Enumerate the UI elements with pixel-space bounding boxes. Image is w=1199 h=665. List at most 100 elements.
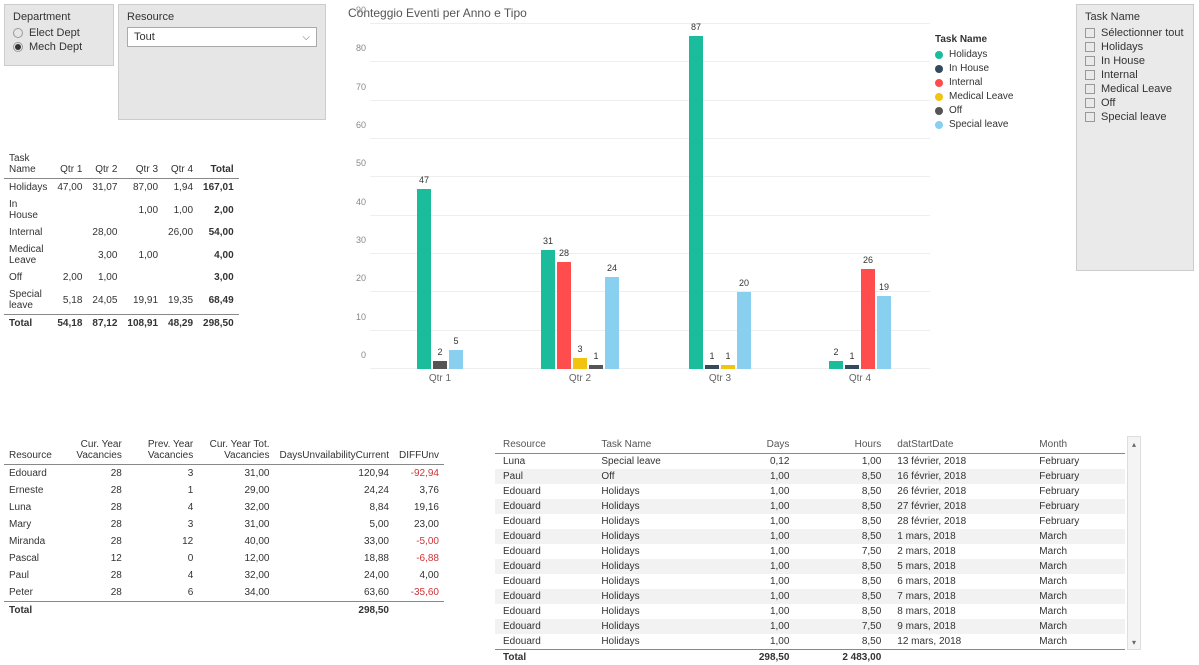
detail-cell: Edouard — [495, 604, 593, 619]
taskname-option-label: Medical Leave — [1101, 83, 1172, 95]
department-slicer-title: Department — [13, 11, 105, 23]
detail-cell: 8,50 — [797, 634, 889, 650]
legend-item[interactable]: Medical Leave — [935, 91, 1060, 102]
detail-row: EdouardHolidays1,008,5027 février, 2018F… — [495, 499, 1125, 514]
taskname-option[interactable]: Sélectionner tout — [1085, 27, 1185, 39]
detail-cell: 8 mars, 2018 — [889, 604, 1031, 619]
vac-cell: 3 — [127, 465, 198, 483]
bar-label: 1 — [845, 351, 859, 361]
bar-label: 1 — [589, 351, 603, 361]
bar[interactable]: 20 — [737, 292, 751, 369]
taskname-option[interactable]: In House — [1085, 55, 1185, 67]
detail-cell: Edouard — [495, 484, 593, 499]
vac-cell: 4 — [127, 567, 198, 584]
pivot-col-header: Qtr 1 — [52, 150, 87, 179]
scroll-down-icon[interactable]: ▾ — [1128, 635, 1140, 649]
bar[interactable]: 47 — [417, 189, 431, 369]
vac-cell: 28 — [57, 584, 127, 602]
bar[interactable]: 24 — [605, 277, 619, 369]
chevron-down-icon: ⌵ — [302, 32, 310, 43]
taskname-option-label: Special leave — [1101, 111, 1166, 123]
taskname-option[interactable]: Special leave — [1085, 111, 1185, 123]
legend-label: Holidays — [949, 49, 987, 60]
checkbox-icon — [1085, 28, 1095, 38]
vac-cell: 4 — [127, 499, 198, 516]
x-axis: Qtr 1Qtr 2Qtr 3Qtr 4 — [370, 369, 930, 389]
legend-item[interactable]: Internal — [935, 77, 1060, 88]
checkbox-icon — [1085, 42, 1095, 52]
y-tick-label: 10 — [356, 312, 366, 322]
detail-cell: Edouard — [495, 634, 593, 650]
y-tick-label: 20 — [356, 273, 366, 283]
vac-cell: 6 — [127, 584, 198, 602]
taskname-option[interactable]: Internal — [1085, 69, 1185, 81]
bar[interactable]: 3 — [573, 358, 587, 370]
detail-cell: March — [1031, 529, 1125, 544]
detail-col-header: Days — [720, 436, 798, 454]
scroll-up-icon[interactable]: ▴ — [1128, 437, 1140, 451]
bar[interactable]: 2 — [829, 361, 843, 369]
vac-cell: -5,00 — [394, 533, 444, 550]
detail-cell: February — [1031, 454, 1125, 470]
pivot-total-cell: 298,50 — [198, 315, 239, 333]
department-option[interactable]: Mech Dept — [13, 41, 105, 53]
detail-cell: 1,00 — [720, 589, 798, 604]
pivot-cell: 19,35 — [163, 286, 198, 315]
detail-cell: Special leave — [593, 454, 719, 470]
legend-label: Internal — [949, 77, 982, 88]
pivot-col-header: Qtr 3 — [122, 150, 163, 179]
quarter-group: 871120 — [650, 24, 790, 369]
resource-dropdown[interactable]: Tout ⌵ — [127, 27, 317, 47]
legend-swatch-icon — [935, 51, 943, 59]
vac-cell: -6,88 — [394, 550, 444, 567]
x-label: Qtr 4 — [790, 369, 930, 389]
bar-label: 1 — [721, 351, 735, 361]
vac-col-header: Cur. Year Tot. Vacancies — [198, 436, 274, 465]
taskname-option[interactable]: Off — [1085, 97, 1185, 109]
vac-cell: 28 — [57, 482, 127, 499]
vac-cell: Edouard — [4, 465, 57, 483]
detail-cell: 8,50 — [797, 574, 889, 589]
legend-item[interactable]: Off — [935, 105, 1060, 116]
legend-item[interactable]: Special leave — [935, 119, 1060, 130]
detail-row: EdouardHolidays1,008,5012 mars, 2018Marc… — [495, 634, 1125, 650]
legend-item[interactable]: In House — [935, 63, 1060, 74]
vac-total-row: Total298,50 — [4, 602, 444, 620]
legend-item[interactable]: Holidays — [935, 49, 1060, 60]
bar[interactable]: 28 — [557, 262, 571, 369]
legend-label: Special leave — [949, 119, 1008, 130]
y-axis: 0102030405060708090 — [340, 24, 370, 369]
vac-col-header: DaysUnvailabilityCurrent — [275, 436, 394, 465]
bar[interactable]: 19 — [877, 296, 891, 369]
detail-cell: 7 mars, 2018 — [889, 589, 1031, 604]
detail-cell — [1031, 650, 1125, 665]
department-option[interactable]: Elect Dept — [13, 27, 105, 39]
detail-col-header: Task Name — [593, 436, 719, 454]
checkbox-icon — [1085, 112, 1095, 122]
resource-selected: Tout — [134, 31, 155, 43]
detail-cell: 1,00 — [720, 499, 798, 514]
bar-label: 19 — [877, 282, 891, 292]
detail-cell: 1,00 — [720, 559, 798, 574]
detail-cell: February — [1031, 469, 1125, 484]
vac-cell: Paul — [4, 567, 57, 584]
taskname-option[interactable]: Holidays — [1085, 41, 1185, 53]
bar[interactable]: 2 — [433, 361, 447, 369]
detail-cell: 1,00 — [797, 454, 889, 470]
detail-cell: Holidays — [593, 634, 719, 650]
detail-scrollbar[interactable]: ▴ ▾ — [1127, 436, 1141, 650]
taskname-option[interactable]: Medical Leave — [1085, 83, 1185, 95]
vac-row: Edouard28331,00120,94-92,94 — [4, 465, 444, 483]
chart-plot: 0102030405060708090472531283124871120212… — [340, 24, 1060, 389]
vac-cell — [394, 602, 444, 620]
pivot-cell: 87,00 — [122, 179, 163, 197]
detail-col-header: Hours — [797, 436, 889, 454]
bar[interactable]: 5 — [449, 350, 463, 369]
detail-cell: Holidays — [593, 514, 719, 529]
pivot-cell — [87, 196, 122, 224]
bar[interactable]: 31 — [541, 250, 555, 369]
bar[interactable]: 26 — [861, 269, 875, 369]
bar[interactable]: 87 — [689, 36, 703, 370]
vac-row: Paul28432,0024,004,00 — [4, 567, 444, 584]
detail-cell: 1,00 — [720, 514, 798, 529]
